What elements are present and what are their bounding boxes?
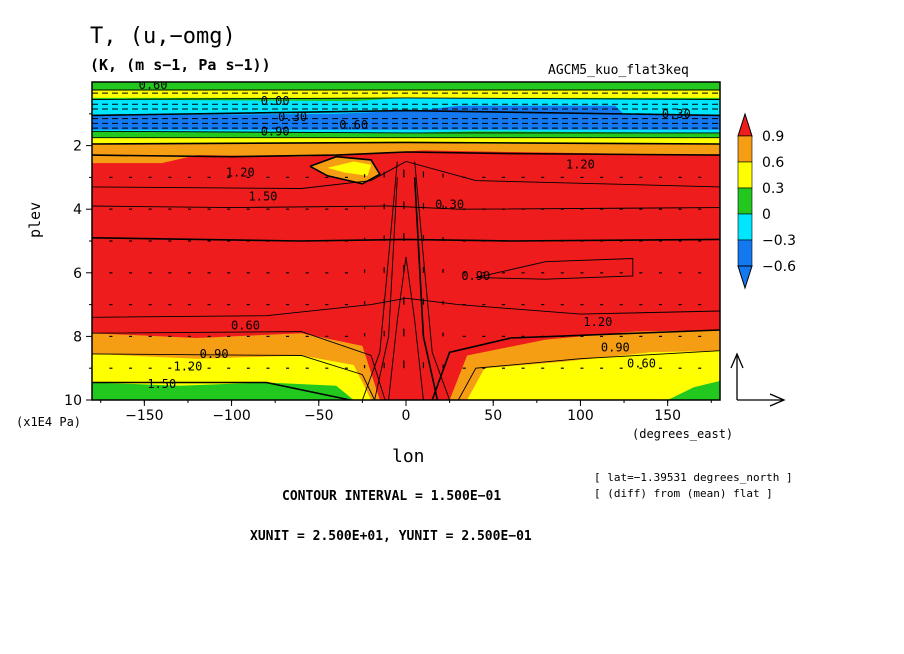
- colorbar-bottom-arrow: [737, 265, 753, 290]
- contour-line: [374, 177, 398, 400]
- contour-line: [92, 297, 720, 318]
- colorbar-label: 0: [762, 207, 771, 223]
- chart-units: (K, (m s−1, Pa s−1)): [90, 56, 271, 74]
- contour-label: 1.20: [566, 158, 595, 172]
- field-layers: 0.600.000.300.901.201.500.300.600.901.20…: [92, 78, 720, 400]
- colorbar-segment: [737, 135, 753, 163]
- run-name: AGCM5_kuo_flat3keq: [548, 63, 689, 78]
- colorbar-segment: [737, 213, 753, 241]
- contour-label: 1.20: [583, 315, 612, 329]
- contour-line: [92, 151, 720, 158]
- x-axis-unit-label: (degrees_east): [632, 427, 734, 441]
- latitude-info: [ lat=−1.39531 degrees_north ]: [594, 471, 793, 484]
- contour-line: [92, 130, 720, 134]
- y-axis-unit-label: (x1E4 Pa): [16, 415, 82, 429]
- contour-line: [92, 205, 720, 210]
- contour-label: 0.60: [627, 356, 656, 370]
- contour-line: [92, 109, 720, 117]
- contour-label: 0.30: [435, 197, 464, 211]
- diff-info: [ (diff) from (mean) flat ]: [594, 487, 773, 500]
- colorbar-segment: [737, 187, 753, 215]
- contour-label: 0.60: [339, 118, 368, 132]
- contour-label: 1.50: [147, 377, 176, 391]
- contour-line: [388, 256, 424, 400]
- ref-vector-y-head: [730, 352, 744, 369]
- contour-line: [457, 350, 720, 400]
- contour-label: 0.30: [662, 107, 691, 121]
- field-green-bottom-west: [92, 382, 354, 400]
- contour-label: 0.90: [461, 269, 490, 283]
- chart-title: T, (u,−omg): [90, 24, 236, 49]
- contour-line: [475, 258, 634, 280]
- contour-label: 0.90: [261, 124, 290, 138]
- colorbar-segment: [737, 239, 753, 267]
- contour-line: [309, 155, 381, 185]
- field-green-thin: [92, 82, 720, 90]
- colorbar-label: 0.9: [762, 129, 784, 145]
- vector-scale-text: XUNIT = 2.500E+01, YUNIT = 2.500E−01: [250, 529, 532, 544]
- colorbar-segment: [737, 161, 753, 189]
- x-tick-label: 50: [484, 408, 502, 424]
- field-green-bottom-east: [667, 380, 720, 400]
- field-yellow-lobe: [327, 161, 372, 176]
- x-tick-label: 150: [654, 408, 681, 424]
- contour-label: 1.20: [226, 166, 255, 180]
- contour-line: [92, 353, 376, 400]
- y-tick-label: 10: [64, 393, 82, 409]
- contour-line: [414, 161, 451, 400]
- y-tick-label: 8: [73, 329, 82, 345]
- y-tick-label: 6: [73, 266, 82, 282]
- x-tick-label: 100: [567, 408, 594, 424]
- contour-label: 0.90: [601, 341, 630, 355]
- contour-line: [92, 97, 720, 100]
- colorbar-label: −0.6: [762, 259, 796, 275]
- field-red-blob: [597, 202, 720, 222]
- contour-label: 0.60: [139, 78, 168, 92]
- colorbar-label: 0.6: [762, 155, 784, 171]
- contour-line: [92, 141, 720, 145]
- contour-label: 0.90: [200, 347, 229, 361]
- ref-vector-x-head: [769, 393, 786, 407]
- contour-label: 1.20: [173, 360, 202, 374]
- contour-line: [92, 331, 386, 400]
- x-tick-label: −150: [125, 408, 163, 424]
- colorbar-top-arrow: [737, 112, 753, 137]
- y-tick-label: 4: [73, 202, 82, 218]
- y-tick-label: 2: [73, 139, 82, 155]
- field-yellow-bottom-east: [467, 350, 720, 400]
- x-tick-label: −100: [212, 408, 250, 424]
- colorbar-label: 0.3: [762, 181, 784, 197]
- contour-line: [92, 161, 720, 189]
- x-axis-label: lon: [392, 446, 425, 467]
- contour-label: 0.00: [261, 94, 290, 108]
- contour-label: 0.30: [278, 110, 307, 124]
- contour-label: 0.60: [231, 318, 260, 332]
- x-tick-label: −50: [304, 408, 334, 424]
- x-tick-label: 0: [402, 408, 411, 424]
- contour-line: [92, 381, 351, 400]
- contour-interval-text: CONTOUR INTERVAL = 1.500E−01: [282, 489, 502, 504]
- colorbar-label: −0.3: [762, 233, 796, 249]
- contour-label: 1.50: [249, 189, 278, 203]
